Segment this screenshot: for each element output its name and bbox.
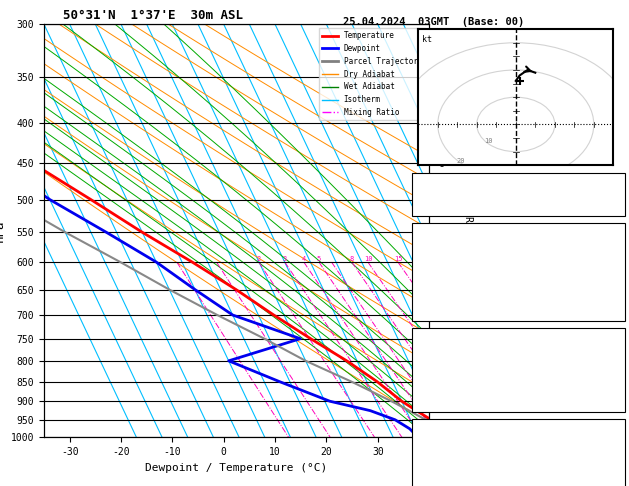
Text: CAPE (J): CAPE (J)	[415, 385, 462, 396]
Text: CAPE (J): CAPE (J)	[415, 294, 462, 304]
Text: Totals Totals: Totals Totals	[415, 190, 491, 199]
Text: Temp (°C): Temp (°C)	[415, 240, 468, 250]
Text: θₑ (K): θₑ (K)	[415, 358, 450, 368]
Text: Most Unstable: Most Unstable	[480, 331, 557, 341]
Text: 35: 35	[610, 190, 621, 199]
Text: 50°31'N  1°37'E  30m ASL: 50°31'N 1°37'E 30m ASL	[64, 9, 243, 22]
Text: Hodograph: Hodograph	[492, 422, 545, 432]
Text: EH: EH	[415, 436, 427, 446]
Text: 2: 2	[257, 256, 261, 262]
Text: 6: 6	[616, 240, 621, 250]
Text: Surface: Surface	[498, 226, 539, 236]
Text: 15: 15	[394, 256, 402, 262]
Text: 16: 16	[610, 477, 621, 486]
Text: θₑ(K): θₑ(K)	[415, 267, 445, 277]
Text: 3: 3	[282, 256, 287, 262]
Text: 289: 289	[604, 267, 621, 277]
Text: 351°: 351°	[598, 463, 621, 473]
Text: Dewp (°C): Dewp (°C)	[415, 253, 468, 263]
Text: StmSpd (kt): StmSpd (kt)	[415, 477, 480, 486]
Legend: Temperature, Dewpoint, Parcel Trajectory, Dry Adiabat, Wet Adiabat, Isotherm, Mi: Temperature, Dewpoint, Parcel Trajectory…	[319, 28, 425, 120]
Text: 38: 38	[610, 436, 621, 446]
Y-axis label: hPa: hPa	[0, 220, 5, 242]
Text: 5: 5	[317, 256, 321, 262]
Text: 0.87: 0.87	[598, 203, 621, 213]
Text: 975: 975	[604, 345, 621, 355]
Text: Pressure (mb): Pressure (mb)	[415, 345, 491, 355]
Text: Lifted Index: Lifted Index	[415, 280, 486, 291]
Text: 30: 30	[430, 176, 438, 183]
Text: © weatheronline.co.uk: © weatheronline.co.uk	[462, 471, 576, 480]
Text: kt: kt	[422, 35, 432, 44]
Text: 10: 10	[484, 139, 493, 144]
Text: -0.1: -0.1	[598, 253, 621, 263]
Text: 14: 14	[610, 280, 621, 291]
Text: CIN (J): CIN (J)	[415, 399, 456, 409]
Text: K: K	[415, 176, 421, 186]
Text: 20: 20	[416, 256, 424, 262]
Text: 4: 4	[302, 256, 306, 262]
Text: 0: 0	[616, 399, 621, 409]
Text: CIN (J): CIN (J)	[415, 308, 456, 318]
Text: 10: 10	[364, 256, 372, 262]
Text: 65: 65	[610, 450, 621, 459]
Text: 8: 8	[350, 256, 354, 262]
Y-axis label: Mixing Ratio (g/kg): Mixing Ratio (g/kg)	[463, 175, 473, 287]
Text: SREH: SREH	[415, 450, 438, 459]
Text: 14: 14	[610, 372, 621, 382]
Text: 0: 0	[616, 385, 621, 396]
Text: PW (cm): PW (cm)	[415, 203, 456, 213]
Text: 25.04.2024  03GMT  (Base: 00): 25.04.2024 03GMT (Base: 00)	[343, 17, 525, 27]
Text: -3: -3	[610, 176, 621, 186]
Text: 0: 0	[616, 294, 621, 304]
Text: StmDir: StmDir	[415, 463, 450, 473]
Text: 20: 20	[457, 157, 465, 163]
Text: 0: 0	[616, 308, 621, 318]
X-axis label: Dewpoint / Temperature (°C): Dewpoint / Temperature (°C)	[145, 463, 328, 473]
Text: 289: 289	[604, 358, 621, 368]
Text: Lifted Index: Lifted Index	[415, 372, 486, 382]
